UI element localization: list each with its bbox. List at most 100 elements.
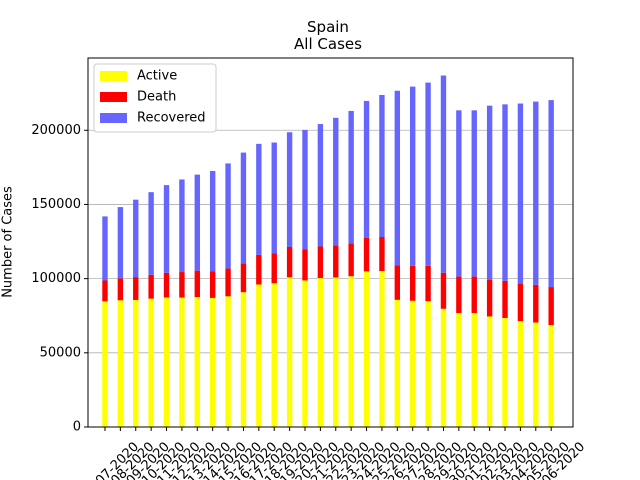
y-tick-label: 200000 xyxy=(31,123,81,138)
bar-segment xyxy=(209,297,216,427)
bar-segment xyxy=(394,90,401,266)
bar-segment xyxy=(502,280,508,319)
bar-segment xyxy=(440,308,447,427)
bar-segment xyxy=(286,132,293,248)
bar-segment xyxy=(117,207,124,279)
bar-segment xyxy=(410,86,416,266)
bar-segment xyxy=(440,272,447,309)
bar-segment xyxy=(317,124,324,247)
bar-segment xyxy=(379,270,385,427)
bar-segment xyxy=(133,299,139,427)
legend-swatch xyxy=(100,92,127,102)
bar-segment xyxy=(302,129,308,250)
bar-segment xyxy=(410,265,416,301)
bar-segment xyxy=(548,325,554,427)
bar-segment xyxy=(240,263,247,293)
bar-segment xyxy=(456,110,462,277)
bar-segment xyxy=(333,117,339,246)
bar-segment xyxy=(486,316,493,427)
bar-segment xyxy=(225,296,231,427)
legend-label: Recovered xyxy=(137,111,206,126)
bar-segment xyxy=(194,270,200,298)
y-tick-label: 50000 xyxy=(40,345,81,360)
bar-segment xyxy=(533,322,539,427)
bar-segment xyxy=(486,279,493,317)
bar-segment xyxy=(209,170,216,272)
bar-segment xyxy=(179,179,185,273)
bar-segment xyxy=(548,100,554,288)
bar-segment xyxy=(394,299,401,427)
bar-segment xyxy=(471,276,477,313)
bar-segment xyxy=(163,297,170,427)
bar-segment xyxy=(379,95,385,238)
bar-segment xyxy=(348,243,354,277)
plot-frame xyxy=(87,57,574,428)
bar-segment xyxy=(163,272,170,298)
bar-segment xyxy=(517,103,524,284)
bar-segment xyxy=(502,104,508,281)
legend-swatch xyxy=(100,71,127,81)
bar-segment xyxy=(163,185,170,273)
bar-segment xyxy=(348,276,354,427)
y-tick-label: 0 xyxy=(73,420,81,435)
bar-segment xyxy=(517,321,524,427)
bar-segment xyxy=(117,278,124,301)
bar-segment xyxy=(425,301,431,427)
bar-segment xyxy=(502,318,508,427)
bar-segment xyxy=(317,246,324,279)
legend-label: Death xyxy=(137,90,176,105)
bar-segment xyxy=(240,152,247,264)
bar-segment xyxy=(471,312,477,427)
bar-segment xyxy=(256,143,262,255)
bar-segment xyxy=(225,268,231,297)
bar-segment xyxy=(456,312,462,427)
bar-segment xyxy=(363,237,370,272)
bar-segment xyxy=(148,274,154,299)
bar-segment xyxy=(425,82,431,266)
bar-segment xyxy=(533,101,539,285)
legend: Active Death Recovered xyxy=(93,63,217,133)
bar-segment xyxy=(548,287,554,326)
bar-segment xyxy=(179,272,185,298)
legend-label: Active xyxy=(137,69,177,84)
bar-segment xyxy=(209,271,216,298)
legend-swatch xyxy=(100,113,127,123)
bar-segment xyxy=(179,297,185,427)
bar-segment xyxy=(102,280,108,302)
bar-segment xyxy=(286,247,293,278)
bar-segment xyxy=(225,163,231,269)
bar-segment xyxy=(148,298,154,427)
bar-segment xyxy=(394,265,401,300)
bar-segment xyxy=(102,216,108,281)
bar-segment xyxy=(333,277,339,427)
bar-segment xyxy=(533,284,539,323)
bar-segment xyxy=(133,199,139,278)
bar-segment xyxy=(333,245,339,278)
bar-segment xyxy=(379,237,385,271)
bar-segment xyxy=(425,265,431,302)
bar-segment xyxy=(486,105,493,280)
bar-segment xyxy=(256,254,262,285)
y-axis-label: Number of Cases xyxy=(1,186,16,298)
y-tick-label: 100000 xyxy=(31,271,81,286)
chart-title: Spain xyxy=(307,18,349,36)
bar-segment xyxy=(348,110,354,244)
bar-segment xyxy=(302,249,308,281)
bar-segment xyxy=(102,301,108,427)
bar-segment xyxy=(517,283,524,322)
bar-segment xyxy=(117,300,124,427)
bar-segment xyxy=(240,292,247,427)
bar-segment xyxy=(410,300,416,427)
bar-segment xyxy=(302,280,308,427)
bar-segment xyxy=(363,100,370,238)
chart-subtitle: All Cases xyxy=(294,35,362,53)
bar-segment xyxy=(286,277,293,427)
bar-segment xyxy=(363,271,370,427)
bar-segment xyxy=(194,174,200,271)
bar-segment xyxy=(456,276,462,313)
bar-segment xyxy=(271,283,277,427)
bar-segment xyxy=(194,297,200,427)
y-tick-label: 150000 xyxy=(31,197,81,212)
bar-segment xyxy=(271,253,277,284)
